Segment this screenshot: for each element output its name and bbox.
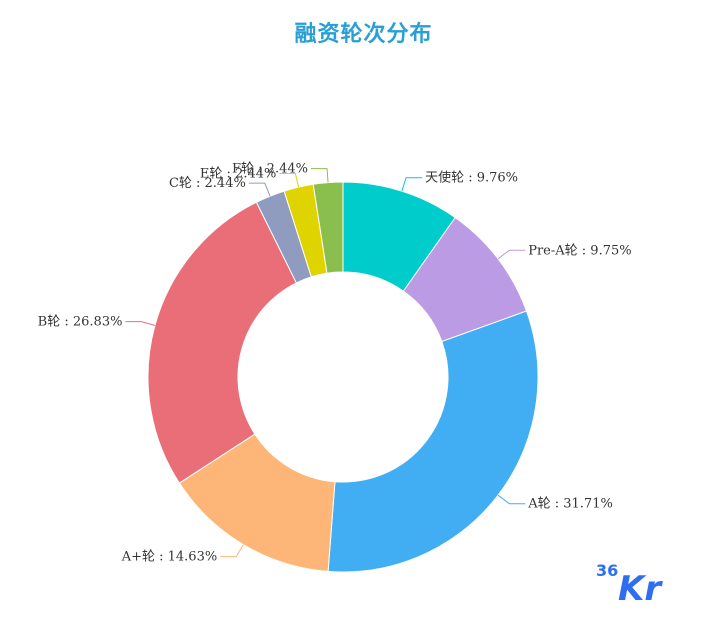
leader-line-pre-a: [497, 249, 526, 260]
label-angel: 天使轮 : 9.76%: [425, 170, 518, 186]
label-pre-a: Pre-A轮 : 9.75%: [528, 243, 631, 258]
leader-line-b: [125, 321, 156, 326]
svg-text:Kr: Kr: [618, 569, 663, 604]
label-a-plus: A+轮 : 14.63%: [121, 550, 218, 565]
label-a: A轮 : 31.71%: [527, 497, 613, 512]
svg-text:36: 36: [596, 561, 618, 580]
label-b: B轮 : 26.83%: [38, 315, 123, 330]
leader-line-c: [248, 182, 271, 197]
slice-b[interactable]: [147, 201, 298, 484]
label-c: C轮 : 2.44%: [169, 176, 246, 191]
leader-line-angel: [401, 177, 423, 192]
leader-line-e: [279, 173, 300, 188]
slice-f[interactable]: [312, 181, 344, 274]
leader-line-a: [497, 494, 526, 505]
chart-title: 融资轮次分布: [294, 22, 433, 47]
leader-line-f: [310, 168, 329, 183]
36kr-logo: 36 Kr: [596, 561, 663, 604]
label-f: F轮 : 2.44%: [232, 162, 308, 177]
slice-a[interactable]: [327, 310, 539, 573]
label-e: E轮 : 2.44%: [200, 167, 276, 182]
leader-line-a-plus: [220, 544, 244, 558]
